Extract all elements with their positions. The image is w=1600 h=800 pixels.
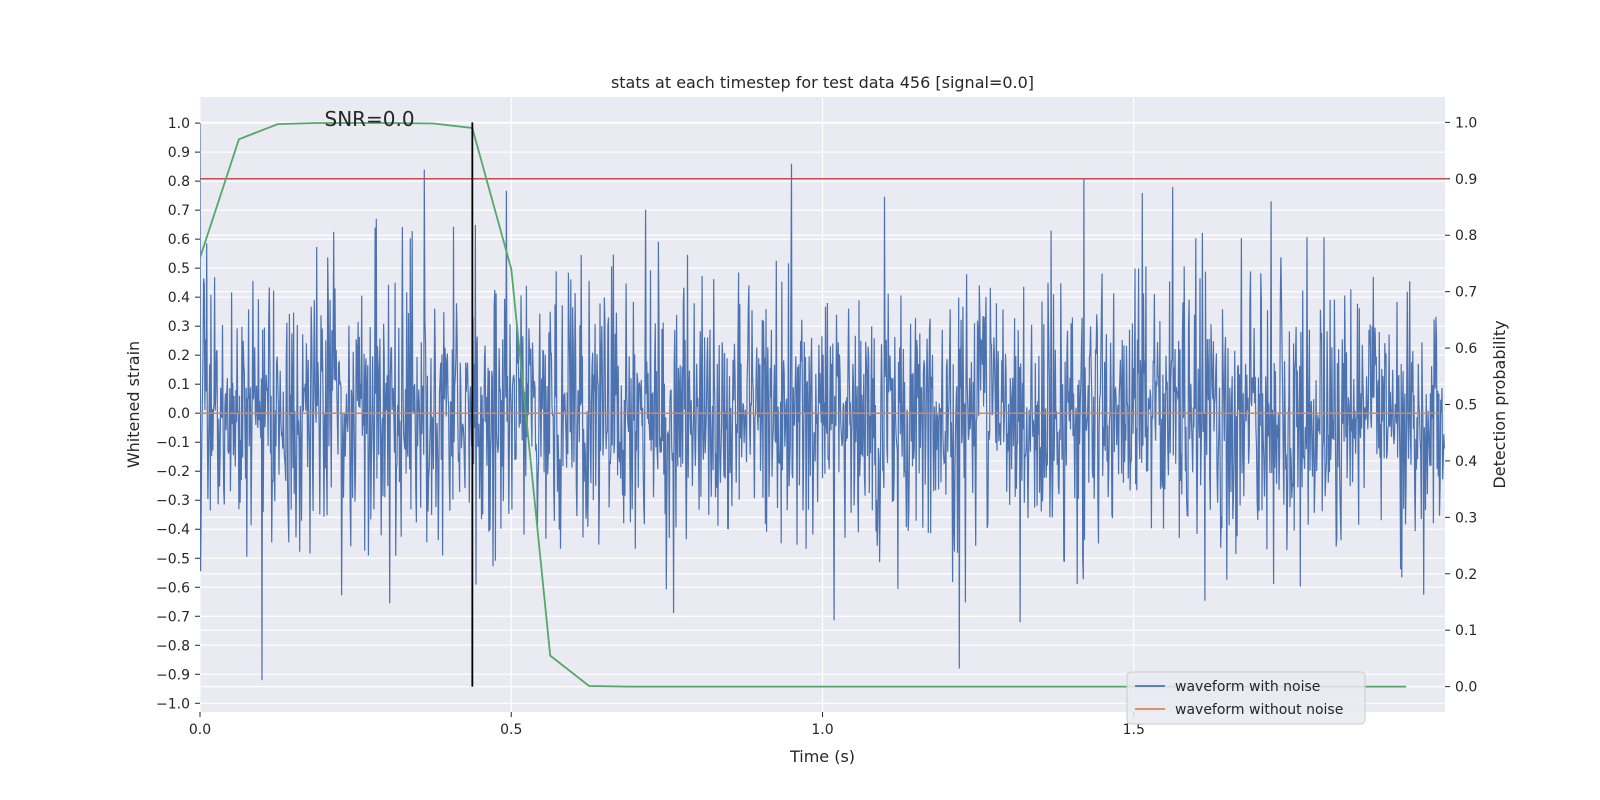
- y-right-tick-label-9: 0.1: [1455, 623, 1477, 639]
- y-left-tick-label-0: 1.0: [168, 116, 190, 132]
- x-tick-label-3: 1.5: [1123, 722, 1145, 738]
- snr-annotation: SNR=0.0: [325, 107, 415, 131]
- y-axis-left-label: Whitened strain: [124, 341, 143, 468]
- y-left-tick-label-4: 0.6: [168, 232, 190, 248]
- y-left-tick-label-16: −0.6: [156, 580, 190, 596]
- y-left-tick-label-12: −0.2: [156, 464, 190, 480]
- y-left-tick-label-1: 0.9: [168, 145, 190, 161]
- axes: 0.0 0.5 1.0 1.5 1.0 0.9 0.8 0.7 0.6 0.5 0.4 0.3 0.2 0…: [156, 115, 1477, 738]
- y-left-tick-label-13: −0.3: [156, 493, 190, 509]
- series-waveform-with-noise: [200, 123, 1445, 681]
- y-left-tick-label-8: 0.2: [168, 348, 190, 364]
- y-right-tick-label-5: 0.5: [1455, 398, 1477, 414]
- legend-label-with-noise: waveform with noise: [1175, 679, 1320, 695]
- y-right-tick-label-1: 0.9: [1455, 172, 1477, 188]
- y-right-tick-label-3: 0.7: [1455, 285, 1477, 301]
- legend-label-without-noise: waveform without noise: [1175, 702, 1343, 718]
- x-tick-label-2: 1.0: [811, 722, 833, 738]
- y-right-tick-label-0: 1.0: [1455, 115, 1477, 131]
- x-axis-label: Time (s): [789, 747, 855, 766]
- y-left-tick-label-11: −0.1: [156, 435, 190, 451]
- y-right-tick-label-7: 0.3: [1455, 510, 1477, 526]
- y-left-tick-label-18: −0.8: [156, 638, 190, 654]
- legend-box: [1126, 671, 1366, 725]
- y-left-tick-label-6: 0.4: [168, 290, 190, 306]
- y-left-tick-label-20: −1.0: [156, 696, 190, 712]
- y-right-tick-label-8: 0.2: [1455, 567, 1477, 583]
- y-left-tick-label-3: 0.7: [168, 203, 190, 219]
- y-left-tick-label-7: 0.3: [168, 319, 190, 335]
- y-left-tick-label-19: −0.9: [156, 667, 190, 683]
- y-right-tick-label-6: 0.4: [1455, 454, 1477, 470]
- y-left-tick-label-9: 0.1: [168, 377, 190, 393]
- y-right-tick-label-10: 0.0: [1455, 680, 1477, 696]
- y-left-tick-label-10: 0.0: [168, 406, 190, 422]
- chart-title: stats at each timestep for test data 456…: [611, 73, 1034, 92]
- y-left-tick-label-14: −0.4: [156, 522, 190, 538]
- y-right-tick-label-4: 0.6: [1455, 341, 1477, 357]
- x-tick-label-1: 0.5: [500, 722, 522, 738]
- y-right-tick-label-2: 0.8: [1455, 228, 1477, 244]
- x-tick-label-0: 0.0: [189, 722, 211, 738]
- y-left-tick-label-2: 0.8: [168, 174, 190, 190]
- legend: waveform with noise waveform without noi…: [1126, 671, 1366, 725]
- y-left-tick-label-15: −0.5: [156, 551, 190, 567]
- y-axis-right-label: Detection probability: [1490, 320, 1509, 488]
- y-left-tick-label-5: 0.5: [168, 261, 190, 277]
- y-left-tick-label-17: −0.7: [156, 609, 190, 625]
